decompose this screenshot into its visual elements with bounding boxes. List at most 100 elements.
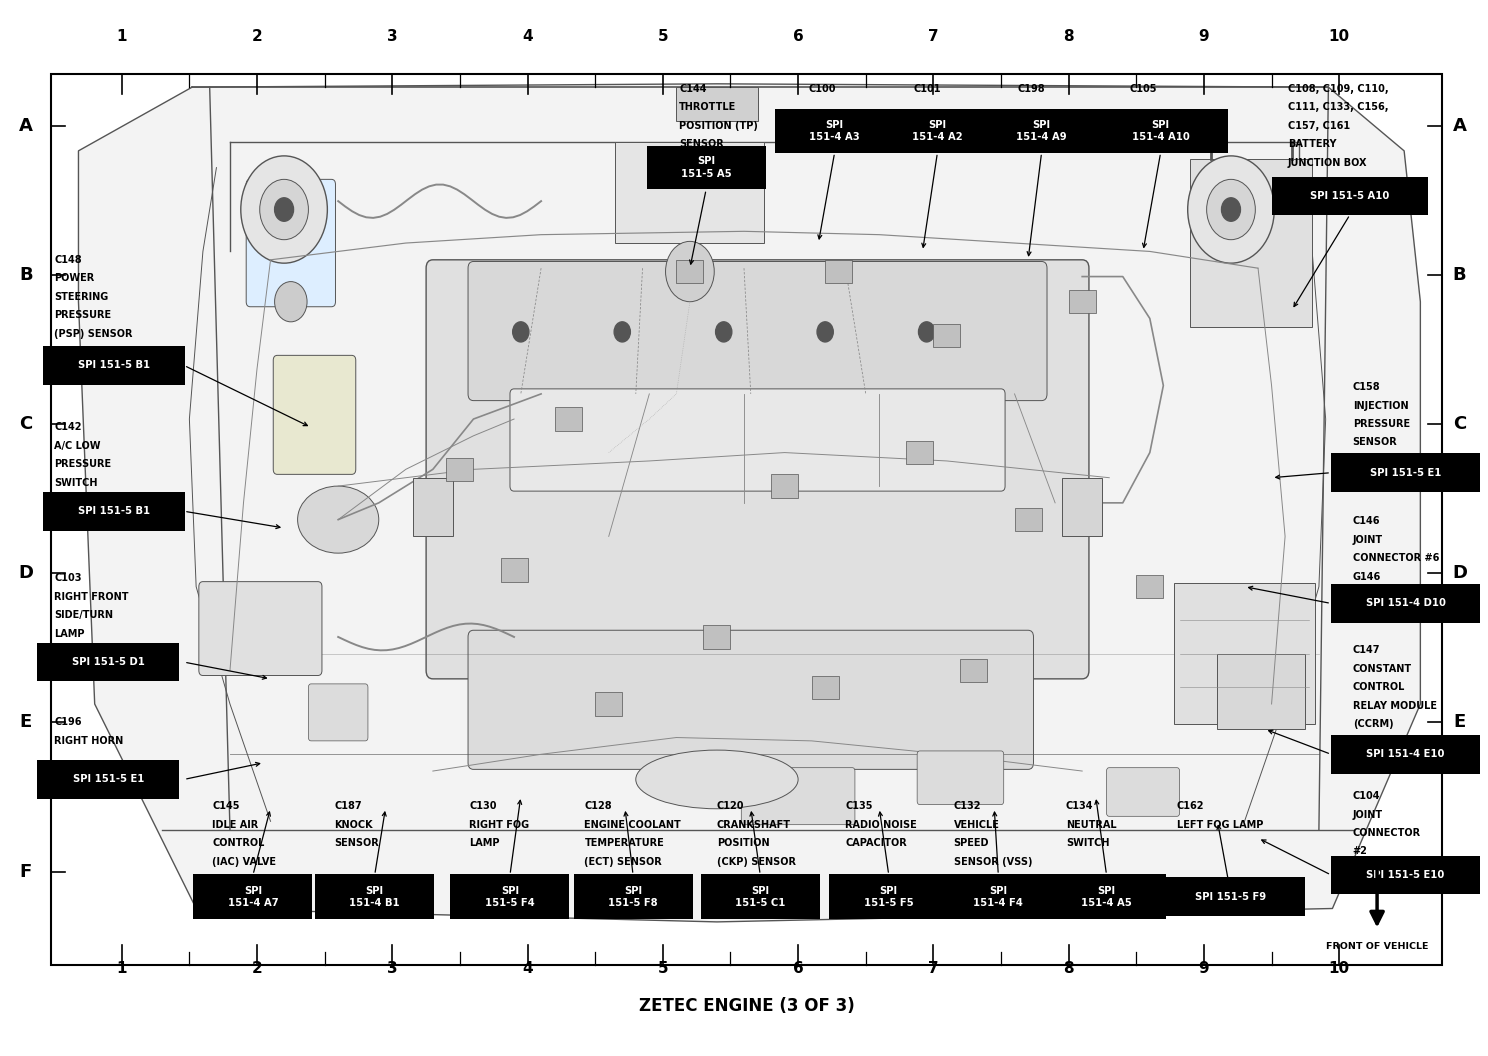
Circle shape bbox=[1187, 156, 1274, 263]
Circle shape bbox=[665, 242, 714, 302]
Bar bbox=[1068, 290, 1095, 314]
Bar bbox=[829, 874, 948, 920]
Text: SPI
151-4 A10: SPI 151-4 A10 bbox=[1132, 119, 1189, 142]
Text: 10: 10 bbox=[1329, 30, 1350, 44]
Ellipse shape bbox=[635, 750, 798, 809]
Text: POSITION: POSITION bbox=[717, 838, 769, 848]
Text: SPI
151-5 A5: SPI 151-5 A5 bbox=[682, 156, 732, 178]
Circle shape bbox=[275, 197, 293, 222]
Bar bbox=[37, 643, 179, 681]
Text: 2: 2 bbox=[251, 30, 262, 44]
Bar bbox=[451, 874, 570, 920]
Text: SPI
151-4 A5: SPI 151-4 A5 bbox=[1082, 886, 1132, 908]
Bar bbox=[315, 874, 434, 920]
Text: SPI 151-4 E10: SPI 151-4 E10 bbox=[1366, 750, 1445, 759]
Bar bbox=[982, 109, 1101, 152]
Circle shape bbox=[241, 156, 327, 263]
FancyBboxPatch shape bbox=[426, 260, 1089, 679]
Bar bbox=[37, 760, 179, 798]
Text: NEUTRAL: NEUTRAL bbox=[1065, 819, 1116, 830]
Text: ZETEC ENGINE (3 OF 3): ZETEC ENGINE (3 OF 3) bbox=[638, 997, 854, 1015]
Text: C101: C101 bbox=[914, 83, 940, 94]
Text: PRESSURE: PRESSURE bbox=[54, 459, 112, 469]
Text: SPI 151-5 E1: SPI 151-5 E1 bbox=[1370, 468, 1442, 477]
Text: C162: C162 bbox=[1177, 802, 1204, 811]
Text: A: A bbox=[19, 117, 33, 135]
Text: KNOCK: KNOCK bbox=[335, 819, 373, 830]
Text: C147: C147 bbox=[1353, 645, 1381, 656]
Text: A/C LOW: A/C LOW bbox=[54, 440, 101, 451]
Circle shape bbox=[260, 180, 308, 240]
FancyBboxPatch shape bbox=[246, 180, 335, 306]
Text: C187: C187 bbox=[335, 802, 362, 811]
Text: BATTERY: BATTERY bbox=[1287, 139, 1336, 149]
Text: (CKP) SENSOR: (CKP) SENSOR bbox=[717, 856, 796, 867]
Text: SPI
151-4 A7: SPI 151-4 A7 bbox=[228, 886, 278, 908]
Text: 10: 10 bbox=[1329, 961, 1350, 977]
Text: RIGHT HORN: RIGHT HORN bbox=[54, 736, 124, 746]
Text: 7: 7 bbox=[929, 961, 939, 977]
Text: (IAC) VALVE: (IAC) VALVE bbox=[213, 856, 277, 867]
Circle shape bbox=[1222, 197, 1241, 222]
Bar bbox=[446, 457, 473, 482]
FancyBboxPatch shape bbox=[917, 751, 1004, 805]
Bar bbox=[811, 676, 839, 699]
Bar bbox=[616, 143, 765, 243]
Text: SPI 151-5 D1: SPI 151-5 D1 bbox=[71, 657, 144, 667]
Text: IDLE AIR: IDLE AIR bbox=[213, 819, 259, 830]
Text: STEERING: STEERING bbox=[54, 291, 109, 302]
FancyBboxPatch shape bbox=[741, 768, 856, 825]
Text: C142: C142 bbox=[54, 422, 82, 432]
Text: PRESSURE: PRESSURE bbox=[54, 310, 112, 320]
Text: C128: C128 bbox=[585, 802, 612, 811]
Text: 8: 8 bbox=[1064, 961, 1074, 977]
Text: RIGHT FOG: RIGHT FOG bbox=[469, 819, 530, 830]
Text: 6: 6 bbox=[793, 961, 804, 977]
Text: THROTTLE: THROTTLE bbox=[679, 102, 737, 112]
Text: VEHICLE: VEHICLE bbox=[954, 819, 1000, 830]
Text: 8: 8 bbox=[1064, 30, 1074, 44]
Text: B: B bbox=[1452, 266, 1466, 284]
Text: SPI
151-4 F4: SPI 151-4 F4 bbox=[973, 886, 1024, 908]
Circle shape bbox=[817, 322, 833, 342]
Polygon shape bbox=[79, 83, 1421, 922]
Text: ENGINE COOLANT: ENGINE COOLANT bbox=[585, 819, 682, 830]
Text: RADIO NOISE: RADIO NOISE bbox=[845, 819, 917, 830]
Text: SPEED: SPEED bbox=[954, 838, 990, 848]
Bar bbox=[43, 346, 185, 384]
Text: C134: C134 bbox=[1065, 802, 1094, 811]
Text: SENSOR: SENSOR bbox=[1353, 437, 1397, 448]
Text: RELAY MODULE: RELAY MODULE bbox=[1353, 700, 1437, 711]
Text: CONTROL: CONTROL bbox=[213, 838, 265, 848]
Text: SPI
151-4 A3: SPI 151-4 A3 bbox=[809, 119, 860, 142]
Text: POSITION (TP): POSITION (TP) bbox=[679, 120, 757, 131]
Text: C100: C100 bbox=[809, 83, 836, 94]
Bar bbox=[1332, 735, 1481, 774]
Text: SPI
151-4 A9: SPI 151-4 A9 bbox=[1016, 119, 1067, 142]
Text: 1: 1 bbox=[116, 30, 126, 44]
Text: C157, C161: C157, C161 bbox=[1287, 120, 1350, 131]
Text: POWER: POWER bbox=[54, 274, 94, 283]
Text: LEFT FOG LAMP: LEFT FOG LAMP bbox=[1177, 819, 1263, 830]
Bar bbox=[704, 625, 731, 648]
Text: 7: 7 bbox=[929, 30, 939, 44]
Text: C103: C103 bbox=[54, 573, 82, 583]
Text: C120: C120 bbox=[717, 802, 744, 811]
Bar bbox=[500, 559, 528, 582]
Bar bbox=[1272, 176, 1428, 215]
Text: CONNECTOR: CONNECTOR bbox=[1353, 828, 1421, 838]
Text: C111, C133, C156,: C111, C133, C156, bbox=[1287, 102, 1388, 112]
Text: C148: C148 bbox=[54, 254, 82, 265]
Bar bbox=[826, 260, 853, 283]
Text: C104: C104 bbox=[1353, 791, 1381, 802]
Text: SWITCH: SWITCH bbox=[1065, 838, 1110, 848]
Text: E: E bbox=[19, 714, 31, 732]
Bar bbox=[1062, 477, 1103, 536]
Bar bbox=[52, 74, 1442, 965]
Text: C198: C198 bbox=[1018, 83, 1045, 94]
Text: SENSOR: SENSOR bbox=[335, 838, 379, 848]
Bar bbox=[1094, 109, 1228, 152]
Text: #2: #2 bbox=[1353, 847, 1367, 856]
Text: CONSTANT: CONSTANT bbox=[1353, 664, 1412, 674]
Text: D: D bbox=[18, 564, 33, 582]
